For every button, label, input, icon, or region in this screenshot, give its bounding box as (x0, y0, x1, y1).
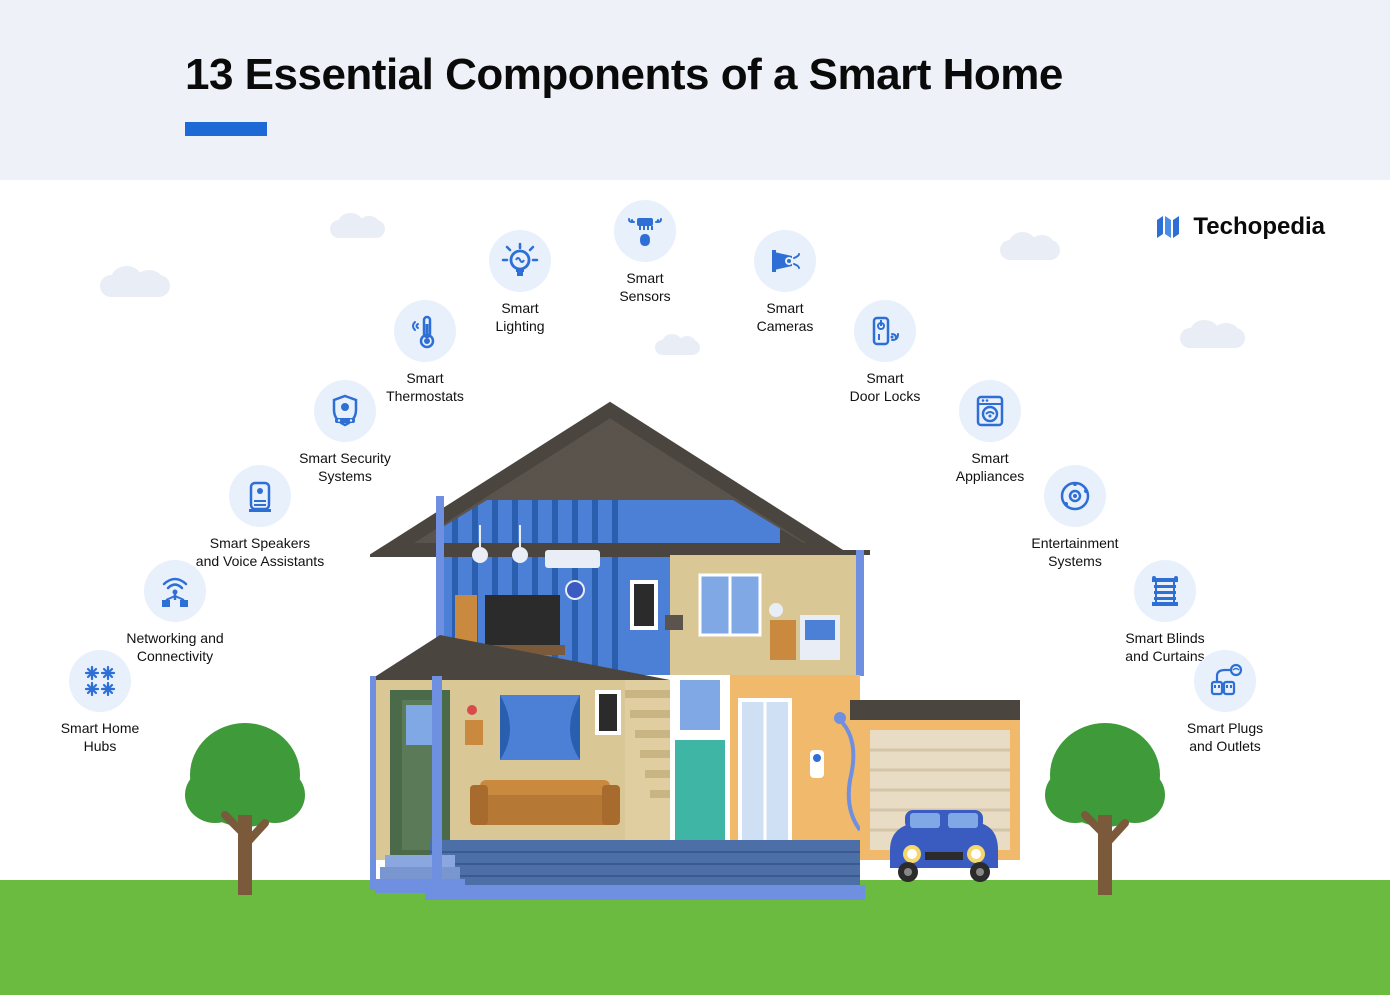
component-plugs: Smart Plugsand Outlets (1160, 650, 1290, 755)
component-label: Smart SecuritySystems (299, 450, 391, 485)
cloud (330, 220, 385, 238)
cloud (1180, 328, 1245, 348)
component-label: SmartCameras (757, 300, 814, 335)
brand-logo-text: Techopedia (1193, 213, 1325, 241)
component-sensors: SmartSensors (580, 200, 710, 305)
component-lighting: SmartLighting (455, 230, 585, 335)
media-icon (1044, 465, 1106, 527)
sensor-icon (614, 200, 676, 262)
infographic-canvas: Techopedia (0, 180, 1390, 995)
cloud (100, 275, 170, 297)
lock-icon (854, 300, 916, 362)
component-label: Smart Plugsand Outlets (1187, 720, 1263, 755)
component-label: SmartLighting (495, 300, 544, 335)
title-underline (185, 122, 267, 136)
cloud (655, 340, 700, 355)
component-label: Smart Speakersand Voice Assistants (196, 535, 324, 570)
component-label: SmartSensors (619, 270, 670, 305)
washer-icon (959, 380, 1021, 442)
page-title: 13 Essential Components of a Smart Home (185, 50, 1390, 100)
header: 13 Essential Components of a Smart Home (0, 0, 1390, 180)
component-label: SmartDoor Locks (850, 370, 921, 405)
camera-icon (754, 230, 816, 292)
component-hubs: Smart HomeHubs (35, 650, 165, 755)
component-label: Smart HomeHubs (61, 720, 140, 755)
plug-icon (1194, 650, 1256, 712)
house-illustration (370, 380, 1020, 900)
blinds-icon (1134, 560, 1196, 622)
tree (1040, 715, 1170, 900)
component-entertainment: EntertainmentSystems (1010, 465, 1140, 570)
cloud (1000, 240, 1060, 260)
thermometer-icon (394, 300, 456, 362)
component-networking: Networking andConnectivity (110, 560, 240, 665)
tree (180, 715, 310, 900)
component-label: Networking andConnectivity (126, 630, 223, 665)
bulb-icon (489, 230, 551, 292)
brand-logo: Techopedia (1153, 212, 1325, 242)
brand-logo-icon (1153, 212, 1183, 242)
component-label: SmartThermostats (386, 370, 464, 405)
